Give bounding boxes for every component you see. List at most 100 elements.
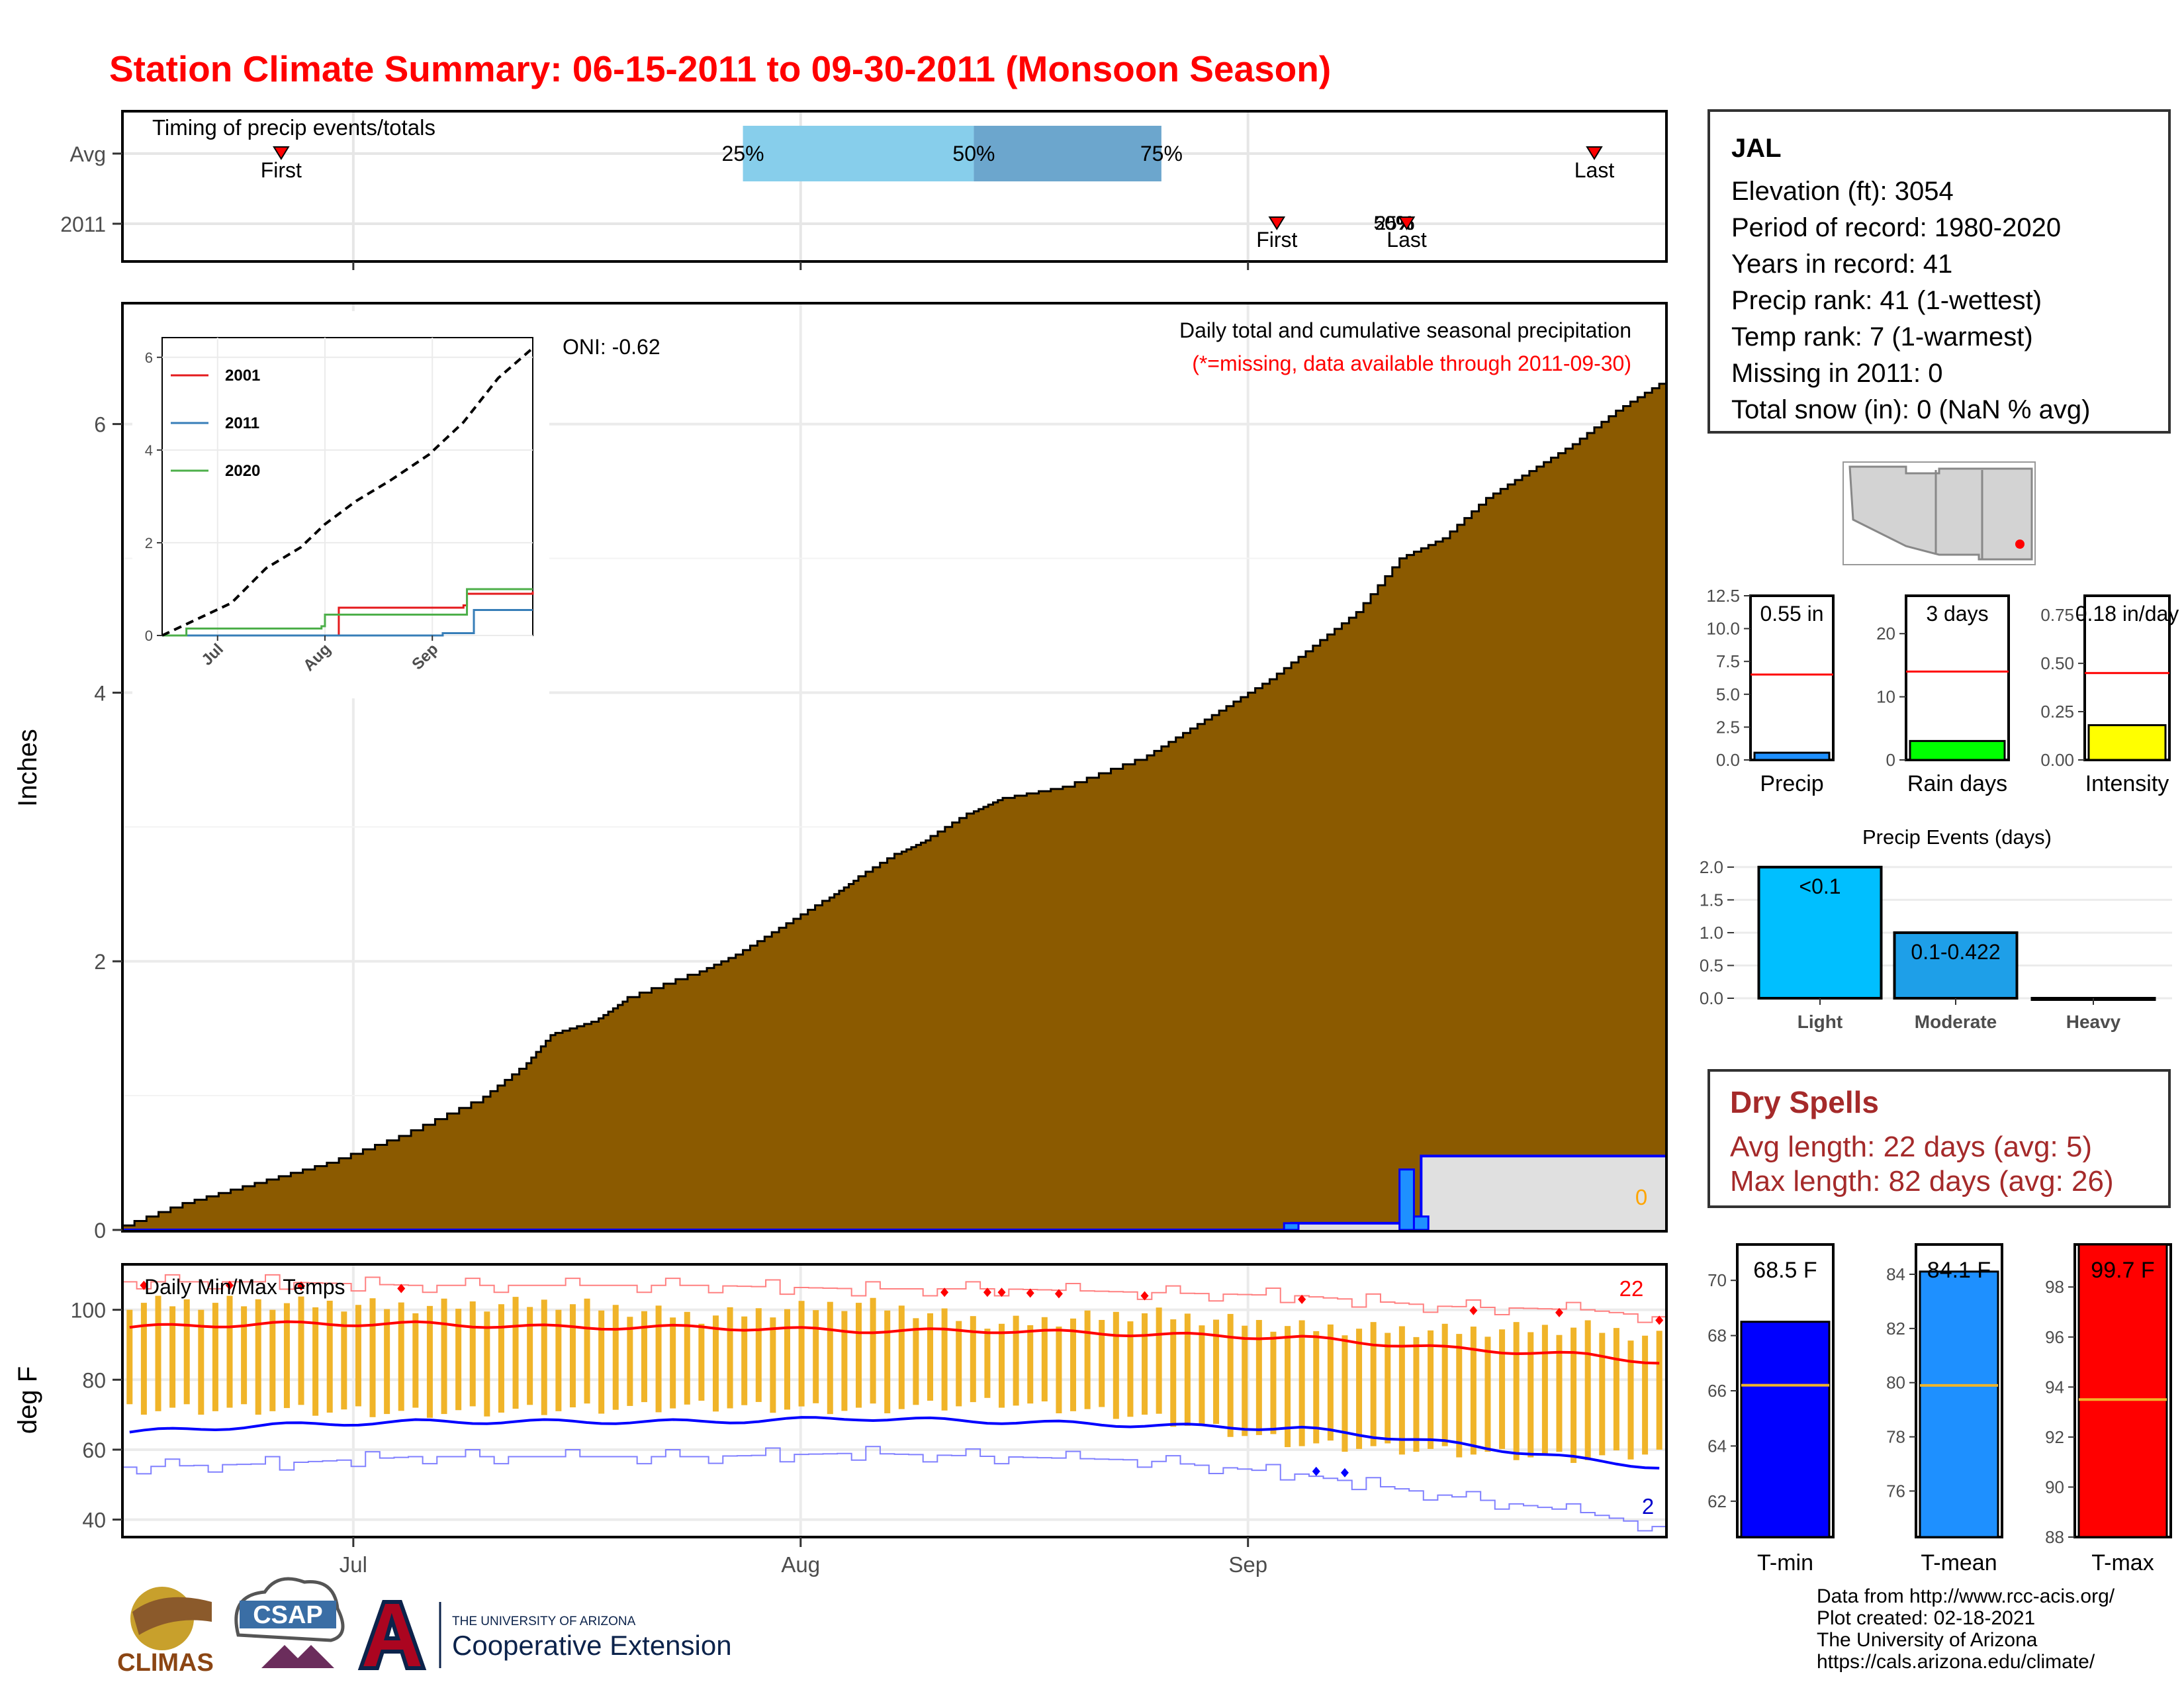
credit-university: The University of Arizona (1817, 1629, 2038, 1651)
temp-summary-ytick-label: 84 (1886, 1264, 1905, 1284)
summary-ytick-label: 5.0 (1716, 684, 1740, 704)
record-high-marker (940, 1288, 949, 1297)
daily-temp-bar (569, 1304, 576, 1408)
station-years: Years in record: 41 (1731, 250, 1953, 279)
daily-temp-bar (884, 1310, 891, 1414)
record-high-marker (297, 1281, 306, 1291)
temp-panel-border (121, 1263, 1668, 1538)
daily-temp-bar (1584, 1320, 1591, 1460)
daily-temp-bar (1656, 1331, 1662, 1450)
precip-ytick-label: 2 (94, 950, 106, 974)
precip-chart-title: Daily total and cumulative seasonal prec… (1179, 318, 1631, 342)
temp-summary-ytick-label: 78 (1886, 1427, 1905, 1447)
daily-temp-bar (1613, 1328, 1619, 1451)
ua-logo-big-text: Cooperative Extension (452, 1630, 732, 1661)
summary-ytick-label: 0 (1886, 750, 1895, 770)
precip-axes: 0 2 4 6 (94, 413, 122, 1243)
events-axes: 0.0 0.5 1.0 1.5 2.0 Light Moderate Heavy (1700, 857, 2121, 1032)
daily-temp-bar (1099, 1319, 1105, 1407)
events-marks: <0.1 0.1-0.422 (1757, 865, 2156, 1001)
temp-summary-ytick-label: 88 (2045, 1527, 2064, 1547)
record-high-marker (397, 1284, 406, 1293)
precip-ytick-label: 6 (94, 413, 106, 437)
daily-temp-bar (698, 1323, 705, 1401)
summary-bar-intensity (2087, 724, 2167, 761)
daily-temp-bar (913, 1318, 919, 1405)
climas-logo-text: CLIMAS (117, 1649, 214, 1677)
dry-spells-avg: Avg length: 22 days (avg: 5) (1730, 1131, 2093, 1163)
daily-temp-bar (1127, 1321, 1134, 1417)
daily-temp-bar (241, 1306, 248, 1405)
summary-bar-precip (1753, 751, 1831, 761)
record-low-marker (1340, 1468, 1349, 1477)
station-snow: Total snow (in): 0 (NaN % avg) (1731, 395, 2091, 424)
daily-temp-bar (984, 1329, 991, 1398)
record-high-marker (997, 1288, 1006, 1297)
temp-ytick-label: 60 (82, 1438, 106, 1462)
temp-ytick-label: 80 (82, 1368, 106, 1392)
temp-summary-ytick-label: 68 (1707, 1326, 1727, 1346)
daily-precip-bar (1398, 1168, 1415, 1231)
daily-temp-bar (412, 1313, 419, 1408)
daily-temp-bar (755, 1308, 762, 1402)
record-high-marker (1054, 1289, 1063, 1299)
summary-bar-label: Precip (1760, 771, 1823, 796)
inset-ytick-label: 6 (145, 350, 153, 366)
daily-temp-bar (398, 1302, 404, 1411)
avg-p50-label: 50% (952, 142, 995, 165)
daily-temp-bar (956, 1321, 962, 1407)
daily-temp-bar (813, 1310, 819, 1403)
inset-series-2020 (162, 588, 533, 637)
avg-last-label: Last (1574, 158, 1615, 182)
daily-temp-bar (1056, 1327, 1062, 1414)
daily-temp-bar (1642, 1335, 1649, 1455)
record-high-marker (140, 1280, 148, 1290)
daily-temp-bar (1470, 1327, 1477, 1455)
timing-row-label: Avg (69, 142, 106, 166)
daily-temp-bar (1213, 1319, 1220, 1425)
record-high-marker (1555, 1307, 1563, 1317)
daily-temp-bar (312, 1307, 319, 1416)
record-high-marker (1140, 1291, 1149, 1301)
daily-precip-bar (1283, 1222, 1300, 1231)
avg-last-marker (1586, 146, 1603, 160)
temp-summary-bar-t-mean (1919, 1270, 1999, 1538)
logos: CLIMAS CSAP THE UNIVERSITY OF ARIZONA Co… (117, 1577, 732, 1677)
y2011-last-label: Last (1387, 228, 1427, 252)
inset-legend-label-2020: 2020 (225, 462, 260, 480)
summary-value-label: 0.18 in/day (2075, 602, 2179, 626)
daily-temp-bar (384, 1309, 390, 1415)
map-station-dot (2015, 539, 2025, 549)
daily-temp-bar (555, 1309, 562, 1411)
credits: Data from http://www.rcc-acis.org/ Plot … (1817, 1585, 2115, 1673)
daily-temp-bar (1113, 1311, 1119, 1419)
daily-precip-bar (1412, 1215, 1430, 1231)
events-chart: Precip Events (days) <0.10.1-0.422 0.00.… (1700, 825, 2172, 1032)
timing-row-label: 2011 (60, 212, 106, 236)
summary-panel-frame (1749, 594, 1835, 761)
daily-temp-bar (1270, 1331, 1277, 1434)
daily-temp-bar (469, 1301, 476, 1407)
temp-summary-ytick-label: 64 (1707, 1436, 1727, 1456)
daily-temp-bar (441, 1298, 447, 1415)
daily-temp-bar (1242, 1325, 1248, 1436)
daily-temp-bar (1513, 1322, 1520, 1460)
daily-temp-bar (1013, 1315, 1019, 1406)
daily-temp-bar (155, 1295, 161, 1411)
daily-temp-bar (1255, 1320, 1262, 1435)
daily-temp-bar (627, 1317, 633, 1406)
daily-temp-bar (898, 1305, 905, 1409)
summary-ytick-label: 0.25 (2040, 702, 2074, 722)
events-ytick-label: 0.5 (1700, 955, 1723, 975)
temp-summary-ytick-label: 80 (1886, 1373, 1905, 1393)
daily-temp-bar (1499, 1329, 1506, 1449)
daily-temp-bar (1041, 1317, 1048, 1402)
avg-max-line (129, 1320, 1660, 1365)
daily-temp-bar (455, 1309, 462, 1411)
avg-cumulative-area (121, 383, 1668, 1231)
summary-bar-rain-days (1909, 739, 2006, 761)
temp-summary-ytick-label: 76 (1886, 1481, 1905, 1501)
date-axis-label: Sep (1228, 1552, 1267, 1577)
temp-ytick-label: 40 (82, 1509, 106, 1532)
events-ytick-label: 1.5 (1700, 890, 1723, 910)
